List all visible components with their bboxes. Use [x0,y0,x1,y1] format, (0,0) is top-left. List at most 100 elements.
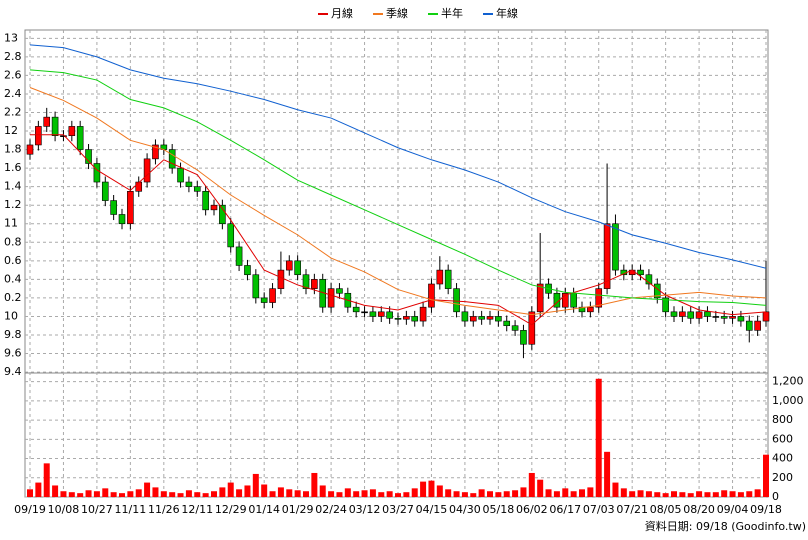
candle-body [285,260,293,271]
y-tick-label: 400 [772,452,793,465]
candle-body [26,144,34,155]
candle-body [411,316,419,322]
volume-bar [177,493,184,497]
volume-bar [645,491,652,497]
candle-body [260,297,268,303]
y-tick-label: 1.2 [4,198,22,211]
candle-body [687,311,695,319]
volume-bar [604,451,611,497]
volume-bar [277,487,284,497]
candle-body [603,223,611,289]
x-tick-label: 11/26 [148,503,180,516]
volume-bar [470,493,477,497]
volume-bar [52,485,59,497]
candle-body [60,135,67,137]
candle-body [93,163,101,183]
candle-body [277,269,285,289]
x-tick-label: 05/18 [483,503,515,516]
volume-bar [319,485,326,497]
candle-body [193,186,201,192]
candle-body [478,316,485,320]
volume-bar [620,488,627,497]
candle-body [511,325,519,331]
x-tick-label: 12/11 [181,503,213,516]
volume-bar [687,493,694,497]
volume-bar [729,491,736,497]
volume-bar [227,482,234,497]
legend-label: 年線 [496,6,518,20]
volume-bar [587,487,594,497]
candle-body [587,306,594,313]
volume-bar [60,491,67,497]
volume-bar [144,482,151,497]
candle-body [745,320,753,331]
candle-body [403,316,410,320]
candle-body [35,126,42,146]
volume-bar [336,492,343,497]
volume-bar [512,490,519,497]
candle-body [219,204,226,225]
volume-bar [637,490,644,497]
candle-body [168,149,176,169]
y-tick-label: 2.8 [4,50,22,63]
candle-body [754,320,761,331]
y-tick-label: 9.6 [4,347,22,360]
volume-bar [654,492,661,497]
x-tick-label: 02/24 [315,503,347,516]
candle-body [444,269,452,289]
volume-bar [495,492,502,497]
volume-bar [537,479,544,497]
volume-bar [119,493,125,497]
candle-body [76,126,84,150]
candle-body [503,320,511,327]
candle-body [202,191,209,211]
volume-bar [68,492,75,497]
y-tick-label: 200 [772,471,793,484]
candle-body [570,292,577,308]
candle-body [428,283,435,308]
candle-body [43,116,51,127]
volume-bar [169,492,176,497]
candle-body [252,274,260,299]
candle-body [461,311,469,322]
y-tick-label: 2.6 [4,68,22,81]
x-tick-label: 07/03 [583,503,615,516]
candle-body [185,181,193,187]
volume-bar [411,488,418,497]
candle-body [436,269,444,285]
volume-bar [436,485,443,497]
candle-body [352,306,360,313]
x-tick-label: 08/05 [650,503,682,516]
candle-body [135,181,143,192]
candle-body [670,311,678,317]
x-tick-label: 04/30 [449,503,481,516]
candle-body [68,126,76,136]
candle-body [327,288,335,308]
volume-bar [461,492,468,497]
y-tick-label: 0.2 [4,291,22,304]
x-tick-label: 09/19 [14,503,46,516]
volume-bar [219,487,226,497]
volume-bar [311,472,318,497]
candle-body [369,311,377,317]
volume-bar [445,489,452,497]
candle-body [152,144,159,160]
candle-body [227,223,235,248]
y-tick-label: 1,000 [772,394,804,407]
candle-body [495,316,502,322]
legend-label: 月線 [331,6,353,20]
volume-bar [403,492,410,497]
candle-body [612,223,619,271]
candle-body [486,316,494,320]
x-tick-label: 03/27 [382,503,414,516]
ma-line [29,87,767,316]
volume-bar [562,488,569,497]
volume-bar [85,490,92,497]
volume-bar [386,491,393,497]
volume-bar [344,488,351,497]
volume-bar [662,493,669,497]
ma-line [29,69,767,306]
y-tick-label: 0.6 [4,254,22,267]
volume-bar [545,489,552,497]
